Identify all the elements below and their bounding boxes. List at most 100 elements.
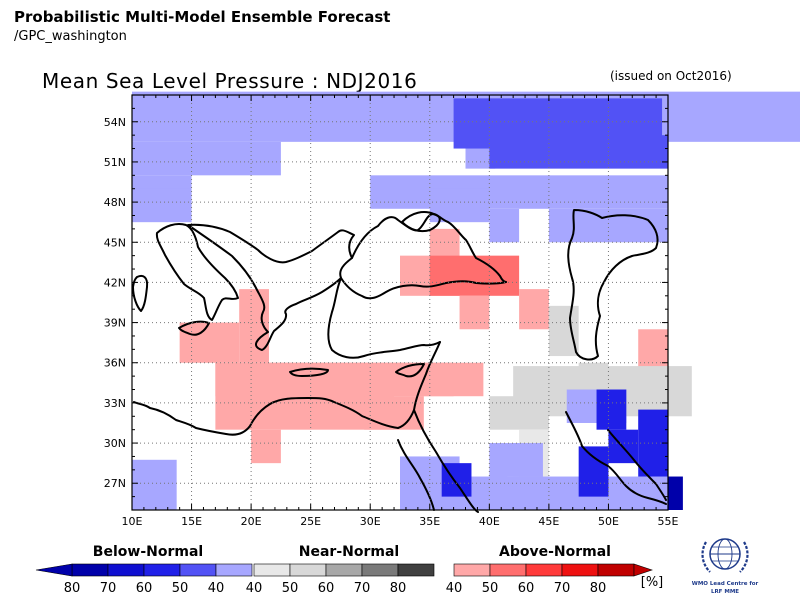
shaded-cell [489,208,520,243]
legend-swatch [143,563,181,577]
coast-balkans [187,223,355,351]
legend-bar-near [253,563,435,577]
longitude-label: 50E [598,515,619,528]
latitude-label: 36N [104,357,126,370]
legend-value: 40 [446,581,463,596]
legend-title-near: Near-Normal [299,544,399,560]
legend-value: 50 [172,581,189,596]
map-grid [131,94,669,511]
legend-swatch [325,563,363,577]
legend-swatch [253,563,291,577]
legend-swatch [71,563,109,577]
latitude-label: 39N [104,317,126,330]
legend-value: 80 [64,581,81,596]
coastlines [132,209,667,513]
longitude-label: 30E [360,515,381,528]
legend-value: 40 [208,581,225,596]
legend-arrow-right [633,563,653,577]
shaded-cell [251,429,281,464]
coast-cyprus [395,363,425,378]
coast-red-sea-east [413,409,479,513]
shaded-cell [459,295,490,330]
legend-swatch [215,563,253,577]
legend-value: 60 [136,581,153,596]
shaded-cell [548,208,668,243]
coast-sicily [178,320,210,336]
logo-caption-line1: WMO Lead Centre for [692,581,759,587]
latitude-label: 54N [104,116,126,129]
latitude-label: 48N [104,196,126,209]
coast-caspian [567,209,659,361]
issue-date: (issued on Oct2016) [610,69,732,83]
shaded-cell [596,389,627,430]
shaded-cell [638,329,668,370]
logo-caption-line2: LRF MME [711,589,739,595]
coast-anatolia [327,277,507,359]
shaded-cell [364,396,424,430]
latitude-label: 45N [104,236,126,249]
latitude-label: 27N [104,477,126,490]
longitude-label: 15E [181,515,202,528]
legend-value: 40 [246,581,263,596]
legend-value: 70 [554,581,571,596]
product-title: Probabilistic Multi-Model Ensemble Forec… [14,8,391,26]
latitude-label: 33N [104,397,126,410]
shaded-cell [489,135,668,169]
shaded-cell [132,141,281,176]
legend-arrow-left [35,563,73,577]
legend-value: 70 [100,581,117,596]
legend-value: 60 [518,581,535,596]
legend-swatch [453,563,491,577]
legend-title-above: Above-Normal [499,544,611,560]
forecast-map: 54N 51N 48N 45N 42N 39N 36N 33N 30N 27N 10E 15E 20E… [104,91,800,528]
legend-swatch [397,563,435,577]
shaded-cell [578,446,609,497]
legend-unit: [%] [641,575,664,590]
shaded-cell [548,305,579,357]
legend-value: 50 [282,581,299,596]
legend-swatch [289,563,327,577]
latitude-labels: 54N 51N 48N 45N 42N 39N 36N 33N 30N 27N [104,116,126,490]
coast-levant [397,341,441,429]
shaded-cell [132,188,192,223]
coast-red-sea-west [397,439,435,511]
wmo-logo: WMO Lead Centre for LRF MME [692,538,759,595]
shaded-cell [132,459,177,510]
legend-title-below: Below-Normal [93,544,203,560]
legend-labels-above: 40 50 60 70 80 [446,581,607,596]
coast-italy [155,223,239,321]
map-title: Mean Sea Level Pressure : NDJ2016 [42,69,418,93]
legend-value: 60 [318,581,335,596]
longitude-label: 25E [300,515,321,528]
legend-swatch [489,563,527,577]
legend-value: 80 [390,581,407,596]
probability-cells [132,91,800,510]
product-source: /GPC_washington [14,29,127,44]
legend-swatch [179,563,217,577]
coast-sardinia [132,274,149,312]
legend-value: 80 [590,581,607,596]
longitude-label: 10E [122,515,143,528]
longitude-labels: 10E 15E 20E 25E 30E 35E 40E 45E 50E 55E [122,515,679,528]
shaded-cell [429,255,520,296]
shaded-cell [179,322,240,363]
legend-bar-above [453,563,653,577]
shaded-cell [513,443,543,477]
axis-ticks [131,95,669,511]
legend-labels-near: 40 50 60 70 80 [246,581,407,596]
legend-swatch [525,563,563,577]
longitude-label: 55E [658,515,679,528]
latitude-label: 51N [104,156,126,169]
legend-swatch [561,563,599,577]
legend-swatch [597,563,635,577]
coast-north-africa [133,397,399,436]
latitude-label: 30N [104,437,126,450]
longitude-label: 20E [241,515,262,528]
longitude-label: 45E [538,515,559,528]
legend-labels-below: 80 70 60 50 40 [64,581,225,596]
legend-swatch [107,563,145,577]
legend-value: 70 [354,581,371,596]
legend-bar-below [35,563,253,577]
legend-value: 50 [482,581,499,596]
coast-crete [289,367,329,377]
